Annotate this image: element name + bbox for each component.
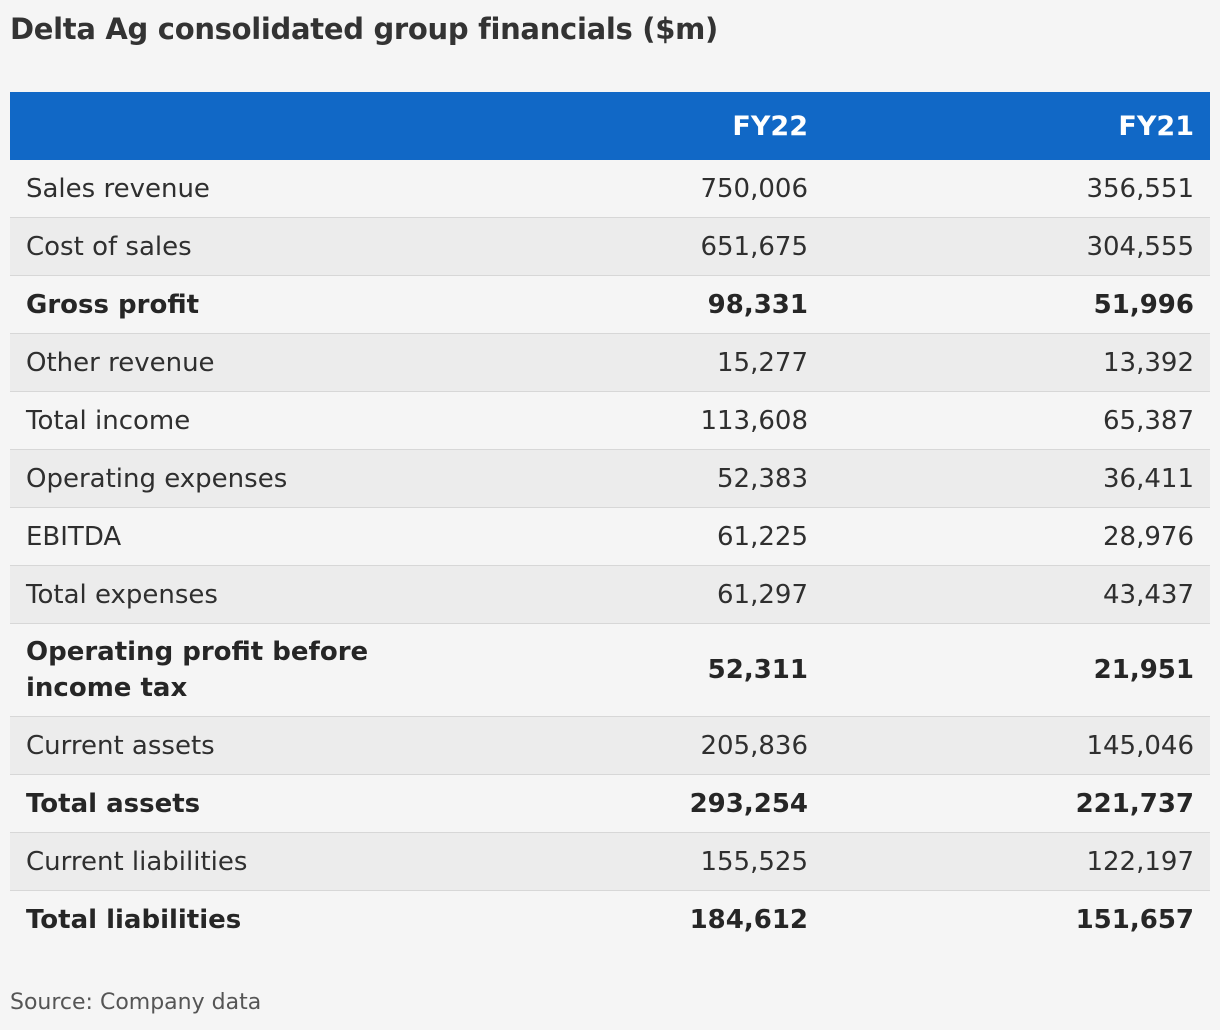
- table-row: Operating profit before income tax 52,311…: [10, 623, 1210, 717]
- value-fy21: 28,976: [824, 507, 1210, 566]
- row-label: Operating expenses: [10, 449, 430, 508]
- value-fy22: 113,608: [430, 391, 824, 450]
- value-fy21: 304,555: [824, 217, 1210, 276]
- column-header-fy21: FY21: [824, 92, 1210, 160]
- table-row: Current assets 205,836 145,046: [10, 716, 1210, 775]
- table-row: Total assets 293,254 221,737: [10, 774, 1210, 833]
- row-label: Sales revenue: [10, 160, 430, 218]
- row-label: Current assets: [10, 716, 430, 775]
- value-fy22: 750,006: [430, 160, 824, 218]
- row-label: Other revenue: [10, 333, 430, 392]
- table-header-row: FY22 FY21: [10, 92, 1210, 160]
- table-row: EBITDA 61,225 28,976: [10, 507, 1210, 566]
- source-note: Source: Company data: [10, 990, 262, 1015]
- row-label: Total assets: [10, 774, 430, 833]
- value-fy21: 356,551: [824, 160, 1210, 218]
- financials-table: FY22 FY21 Sales revenue 750,006 356,551 Cos…: [10, 92, 1210, 948]
- row-label: Cost of sales: [10, 217, 430, 276]
- value-fy21: 145,046: [824, 716, 1210, 775]
- value-fy22: 52,383: [430, 449, 824, 508]
- value-fy21: 221,737: [824, 774, 1210, 833]
- value-fy21: 65,387: [824, 391, 1210, 450]
- value-fy22: 184,612: [430, 890, 824, 948]
- value-fy21: 151,657: [824, 890, 1210, 948]
- column-header-label: [10, 92, 430, 160]
- row-label: Total income: [10, 391, 430, 450]
- table-row: Current liabilities 155,525 122,197: [10, 832, 1210, 891]
- table-row: Operating expenses 52,383 36,411: [10, 449, 1210, 508]
- table-row: Sales revenue 750,006 356,551: [10, 160, 1210, 218]
- value-fy21: 21,951: [824, 623, 1210, 717]
- row-label: Gross profit: [10, 275, 430, 334]
- table-row: Total income 113,608 65,387: [10, 391, 1210, 450]
- value-fy22: 61,225: [430, 507, 824, 566]
- value-fy22: 98,331: [430, 275, 824, 334]
- value-fy21: 51,996: [824, 275, 1210, 334]
- row-label: Total liabilities: [10, 890, 430, 948]
- row-label: Total expenses: [10, 565, 430, 624]
- value-fy22: 61,297: [430, 565, 824, 624]
- value-fy22: 293,254: [430, 774, 824, 833]
- value-fy21: 43,437: [824, 565, 1210, 624]
- value-fy21: 122,197: [824, 832, 1210, 891]
- table-row: Total liabilities 184,612 151,657: [10, 890, 1210, 948]
- value-fy21: 36,411: [824, 449, 1210, 508]
- column-header-fy22: FY22: [430, 92, 824, 160]
- row-label: EBITDA: [10, 507, 430, 566]
- value-fy22: 52,311: [430, 623, 824, 717]
- row-label: Operating profit before income tax: [10, 623, 430, 717]
- table-body: Sales revenue 750,006 356,551 Cost of sales…: [10, 160, 1210, 948]
- value-fy22: 651,675: [430, 217, 824, 276]
- table-row: Cost of sales 651,675 304,555: [10, 217, 1210, 276]
- table-row: Gross profit 98,331 51,996: [10, 275, 1210, 334]
- value-fy22: 15,277: [430, 333, 824, 392]
- table-row: Total expenses 61,297 43,437: [10, 565, 1210, 624]
- row-label: Current liabilities: [10, 832, 430, 891]
- table-row: Other revenue 15,277 13,392: [10, 333, 1210, 392]
- value-fy22: 155,525: [430, 832, 824, 891]
- value-fy21: 13,392: [824, 333, 1210, 392]
- value-fy22: 205,836: [430, 716, 824, 775]
- chart-title: Delta Ag consolidated group financials (…: [10, 12, 718, 46]
